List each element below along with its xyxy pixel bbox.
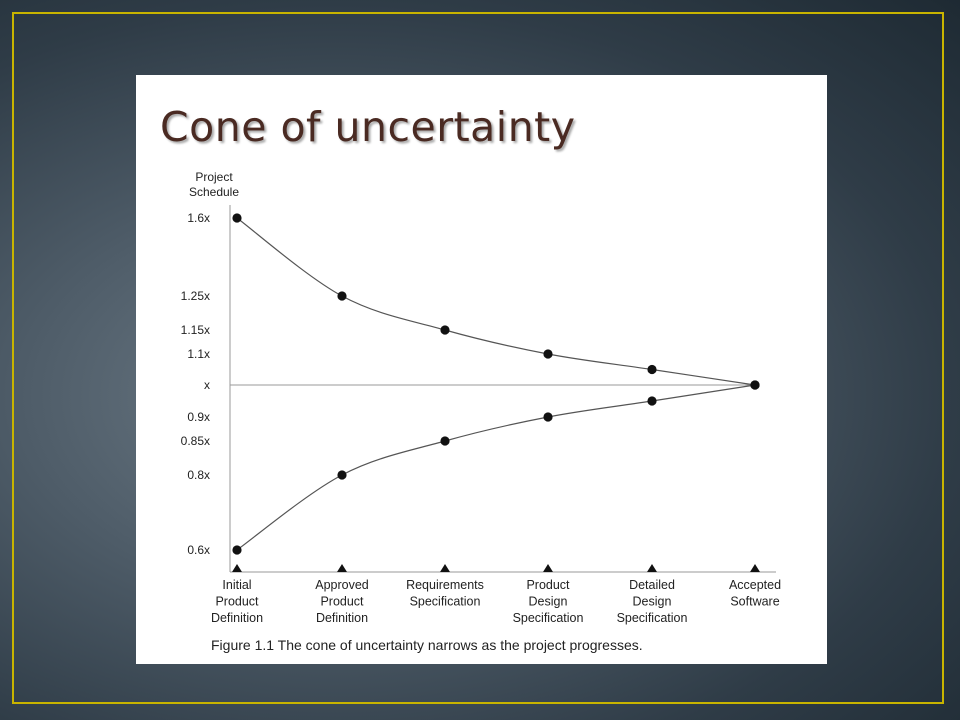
x-tick-label: Specification xyxy=(513,611,584,625)
x-tick-marker xyxy=(750,564,760,572)
slide-frame xyxy=(12,12,944,704)
x-tick-label: Design xyxy=(529,595,568,609)
lower-point xyxy=(543,412,553,422)
x-tick-marker xyxy=(440,564,450,572)
figure-card: Cone of uncertainty Project Schedule 1.6x 1… xyxy=(136,75,827,664)
lower-point xyxy=(337,470,347,480)
y-tick-label: 0.9x xyxy=(187,410,210,424)
y-tick-label: x xyxy=(204,378,210,392)
slide-title: Cone of uncertainty xyxy=(160,103,576,151)
lower-point xyxy=(647,396,657,406)
lower-cone-line xyxy=(236,384,756,551)
y-tick-label: 1.1x xyxy=(187,347,210,361)
upper-point xyxy=(232,213,242,223)
y-axis-label: Schedule xyxy=(189,185,239,199)
lower-point xyxy=(750,380,760,390)
x-tick-marker xyxy=(337,564,347,572)
y-tick-label: 0.6x xyxy=(187,543,210,557)
upper-point xyxy=(647,364,657,375)
x-tick-label: Specification xyxy=(410,595,481,609)
x-tick-label: Detailed xyxy=(629,578,675,592)
upper-point xyxy=(543,349,553,359)
y-axis-label: Project xyxy=(195,170,233,184)
x-tick-label: Product xyxy=(526,578,570,592)
lower-point xyxy=(232,545,242,555)
x-tick-label: Product xyxy=(320,595,364,609)
y-tick-label: 1.15x xyxy=(181,323,210,337)
y-tick-label: 0.85x xyxy=(181,434,210,448)
x-tick-label: Specification xyxy=(617,611,688,625)
x-tick-label: Definition xyxy=(211,611,263,625)
x-tick-marker xyxy=(232,564,242,572)
x-tick-label: Design xyxy=(633,595,672,609)
x-tick-label: Requirements xyxy=(406,578,484,592)
x-tick-label: Product xyxy=(215,595,259,609)
lower-point xyxy=(440,436,450,446)
y-tick-label: 0.8x xyxy=(187,468,210,482)
upper-cone-line xyxy=(236,217,756,386)
y-tick-label: 1.25x xyxy=(181,289,210,303)
x-tick-label: Software xyxy=(730,595,779,609)
x-tick-label: Approved xyxy=(315,578,369,592)
x-tick-label: Initial xyxy=(222,578,251,592)
x-tick-marker xyxy=(647,564,657,572)
x-tick-marker xyxy=(543,564,553,572)
upper-point xyxy=(440,325,450,335)
x-tick-label: Definition xyxy=(316,611,368,625)
figure-caption: Figure 1.1 The cone of uncertainty narro… xyxy=(211,637,643,653)
x-tick-label: Accepted xyxy=(729,578,781,592)
y-tick-label: 1.6x xyxy=(187,211,210,225)
upper-point xyxy=(337,291,347,301)
